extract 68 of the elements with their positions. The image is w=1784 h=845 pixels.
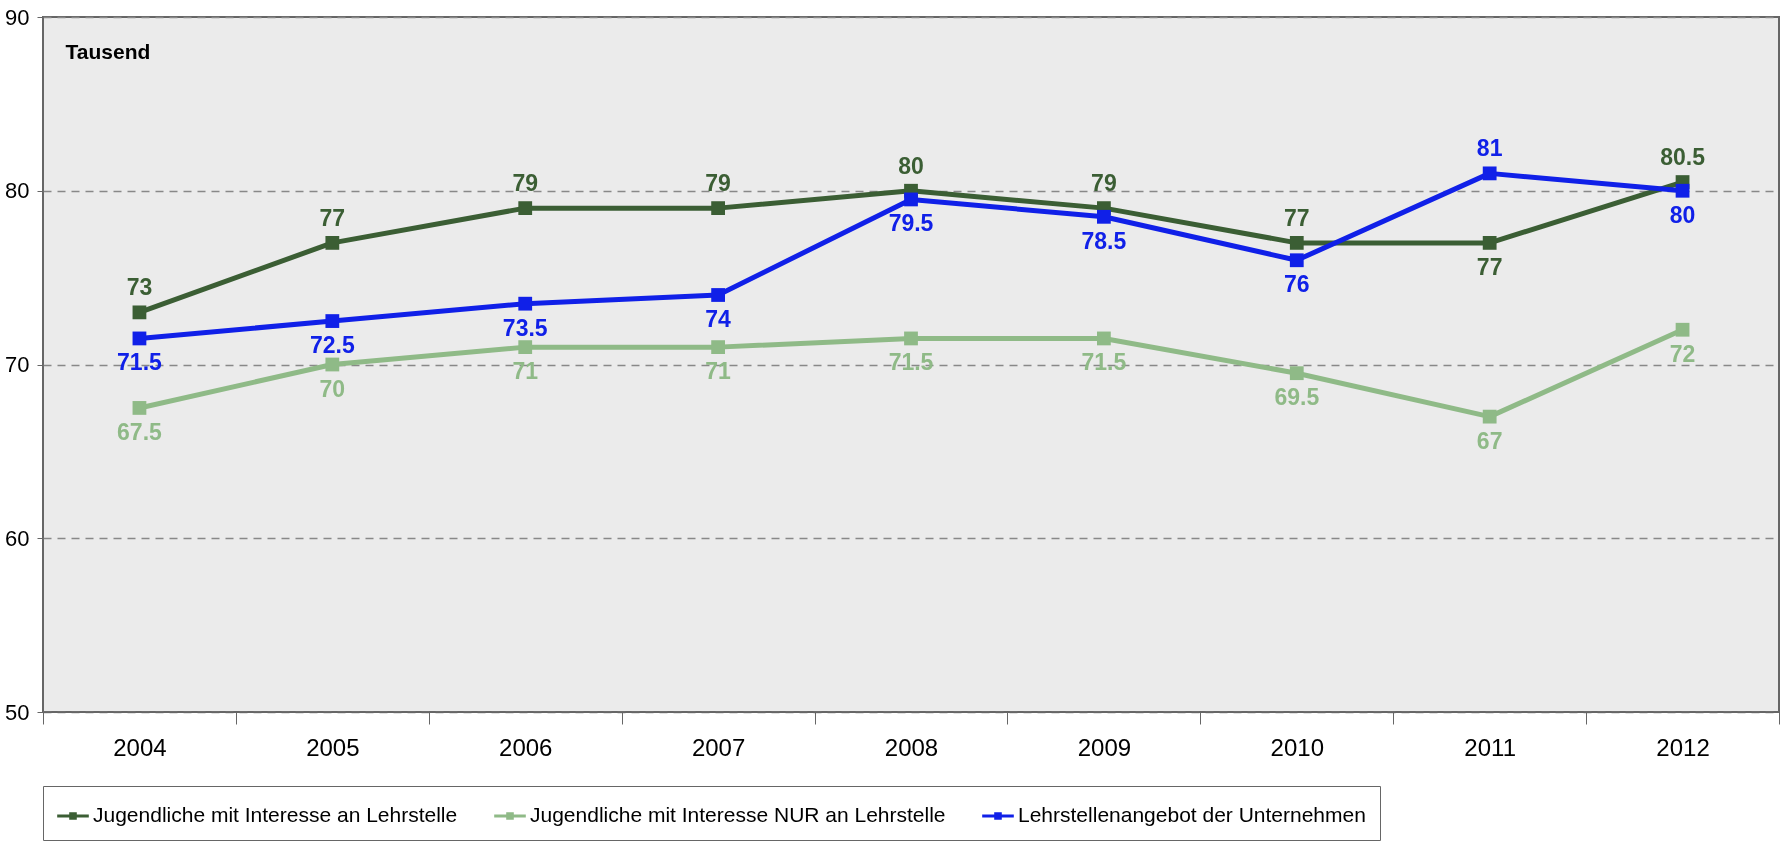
y-tick-label: 50 xyxy=(5,699,30,725)
point xyxy=(711,201,725,216)
y-tick-label: 90 xyxy=(5,4,30,30)
data-label: 79 xyxy=(512,170,539,197)
data-label: 79.5 xyxy=(888,210,934,237)
x-tick-label: 2005 xyxy=(306,733,360,761)
legend-label: Jugendliche mit Interesse NUR an Lehrstelle xyxy=(530,803,946,826)
data-label: 69.5 xyxy=(1274,384,1320,411)
point xyxy=(904,331,918,346)
point xyxy=(1482,409,1497,424)
point xyxy=(518,201,533,216)
point xyxy=(1097,331,1111,346)
point xyxy=(518,340,533,355)
x-tick-label: 2006 xyxy=(499,733,553,761)
data-label: 67.5 xyxy=(117,418,163,445)
data-label: 79 xyxy=(1091,170,1117,197)
data-label: 77 xyxy=(319,204,346,231)
data-label: 79 xyxy=(705,170,731,197)
point xyxy=(325,314,340,328)
data-label: 80.5 xyxy=(1660,144,1706,171)
point xyxy=(1482,166,1497,181)
x-tick-label: 2004 xyxy=(113,733,167,761)
x-tick-label: 2007 xyxy=(691,733,746,761)
y-tick-label: 80 xyxy=(5,178,30,204)
data-label: 71.5 xyxy=(1081,349,1127,376)
point xyxy=(1289,253,1304,268)
point xyxy=(1482,235,1497,250)
point xyxy=(711,288,725,302)
data-label: 77 xyxy=(1283,204,1310,231)
data-label: 73 xyxy=(126,274,153,301)
x-tick-label: 2011 xyxy=(1464,733,1516,761)
x-tick-label: 2009 xyxy=(1077,733,1132,761)
data-label: 72.5 xyxy=(309,332,355,359)
data-label: 71 xyxy=(512,358,539,385)
point xyxy=(325,235,340,250)
point xyxy=(1289,235,1304,250)
point xyxy=(132,401,147,415)
point xyxy=(1675,183,1690,198)
point xyxy=(1675,322,1690,337)
x-tick-label: 2008 xyxy=(884,733,939,761)
point xyxy=(132,305,147,320)
y-axis-title: Tausend xyxy=(65,39,151,63)
point xyxy=(518,296,533,311)
point xyxy=(711,340,725,355)
legend-label: Lehrstellenangebot der Unternehmen xyxy=(1018,803,1366,826)
data-label: 76 xyxy=(1283,271,1310,298)
legend-label: Jugendliche mit Interesse an Lehrstelle xyxy=(93,803,458,826)
data-label: 73.5 xyxy=(502,314,548,341)
data-label: 80 xyxy=(1669,201,1696,228)
y-tick-label: 70 xyxy=(5,352,30,377)
data-label: 71.5 xyxy=(117,349,163,376)
data-label: 72 xyxy=(1669,340,1696,367)
data-label: 71 xyxy=(705,358,732,385)
point xyxy=(1097,209,1111,224)
data-label: 78.5 xyxy=(1081,227,1127,254)
x-tick-label: 2010 xyxy=(1270,733,1324,761)
data-label: 71.5 xyxy=(888,349,934,376)
data-label: 77 xyxy=(1476,253,1503,280)
y-tick-label: 60 xyxy=(5,525,30,551)
x-tick-label: 2012 xyxy=(1656,733,1710,761)
data-label: 70 xyxy=(319,375,346,402)
data-label: 81 xyxy=(1476,135,1503,162)
point xyxy=(1289,366,1304,381)
data-label: 67 xyxy=(1476,427,1503,454)
data-label: 74 xyxy=(705,306,732,332)
point xyxy=(325,357,340,372)
data-label: 80 xyxy=(898,152,924,179)
point xyxy=(904,192,918,207)
